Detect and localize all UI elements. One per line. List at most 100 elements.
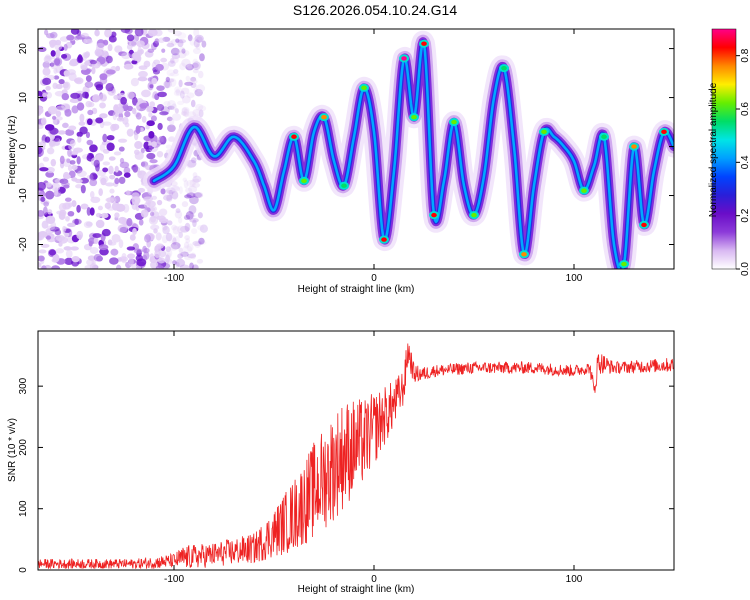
spectrogram-noise-blob bbox=[195, 84, 206, 93]
spectrogram-noise-blob bbox=[141, 89, 151, 98]
spectrogram-noise-blob bbox=[137, 76, 148, 82]
spectrogram-noise-blob bbox=[169, 78, 177, 87]
spectrogram-noise-blob bbox=[53, 67, 58, 74]
spectrogram-noise-blob bbox=[67, 165, 73, 172]
spectrogram-noise-blob bbox=[47, 209, 53, 215]
spectrogram-noise-blob bbox=[172, 30, 182, 37]
spectrogram-noise-blob bbox=[135, 112, 142, 120]
spectrogram-noise-blob bbox=[198, 109, 204, 118]
spectrogram-noise-blob bbox=[93, 237, 99, 245]
spectrogram-noise-blob bbox=[82, 91, 89, 99]
snr-series-line bbox=[38, 343, 674, 570]
spectrogram-noise-blob bbox=[141, 115, 147, 123]
snr-y-axis: 0 100 200 300 bbox=[18, 377, 674, 573]
spectrogram-noise-blob bbox=[161, 48, 166, 53]
spectrogram-noise-blob bbox=[83, 38, 88, 44]
spectrogram-noise-blob bbox=[132, 228, 137, 236]
spectrogram-noise-blob bbox=[142, 245, 148, 253]
spectrogram-noise-blob bbox=[70, 92, 81, 99]
spectrogram-noise-blob bbox=[38, 255, 45, 262]
spectrogram-noise-blob bbox=[42, 156, 50, 162]
spectrogram-noise-blob bbox=[167, 105, 175, 110]
spectrogram-noise-blob bbox=[62, 225, 67, 232]
spectrogram-noise-blob bbox=[71, 164, 78, 170]
spectrogram-noise-blob bbox=[132, 96, 138, 106]
spectrogram-noise-blob bbox=[179, 90, 185, 99]
spectrogram-noise-blob bbox=[83, 52, 90, 59]
spectrogram-noise-blob bbox=[65, 215, 70, 222]
spectrogram-noise-blob bbox=[189, 179, 196, 187]
y-tick-label: 20 bbox=[18, 43, 29, 55]
spectrogram-noise-blob bbox=[186, 192, 196, 198]
spectrogram-peak-core bbox=[401, 56, 407, 61]
spectrogram-noise-blob bbox=[166, 194, 173, 202]
spectrogram-noise-blob bbox=[178, 217, 183, 224]
spectrogram-noise-blob bbox=[99, 93, 107, 102]
spectrogram-noise-blob bbox=[158, 136, 164, 144]
spectrogram-noise-blob bbox=[136, 49, 143, 57]
snr-y-label: SNR (10 * v/v) bbox=[7, 418, 18, 482]
spectrogram-noise-blob bbox=[197, 212, 203, 219]
spectrogram-noise-blob bbox=[71, 255, 80, 263]
spectrogram-peak-core bbox=[541, 129, 547, 135]
spectrogram-noise-blob bbox=[146, 152, 156, 160]
spectrogram-peak-core bbox=[581, 188, 587, 193]
spectrogram-noise-blob bbox=[166, 116, 173, 122]
spectrogram-noise-blob bbox=[39, 167, 49, 172]
spectrogram-noise-blob bbox=[167, 40, 174, 47]
x-tick-label: -100 bbox=[164, 273, 184, 284]
spectrogram-noise-blob bbox=[118, 176, 126, 185]
spectrogram-noise-blob bbox=[127, 253, 136, 259]
colorbar-tick-label: 0.8 bbox=[740, 48, 750, 62]
spectrogram-noise-blob bbox=[177, 50, 187, 59]
spectrogram-noise-blob bbox=[166, 78, 175, 83]
spectrogram-noise-blob bbox=[126, 246, 136, 251]
spectrogram-noise-blob bbox=[92, 94, 100, 103]
spectrogram-noise-blob bbox=[61, 181, 70, 187]
colorbar-tick-label: 0.0 bbox=[740, 262, 750, 276]
spectrogram-noise-blob bbox=[64, 231, 70, 238]
spectrogram-noise-blob bbox=[171, 56, 179, 64]
spectrogram-noise-blob bbox=[163, 101, 171, 107]
spectrogram-noise-blob bbox=[192, 192, 203, 198]
spectrogram-noise-blob bbox=[168, 189, 173, 197]
spectrogram-noise-blob bbox=[158, 208, 168, 216]
spectrogram-noise-blob bbox=[150, 115, 157, 122]
spectrogram-noise-blob bbox=[63, 43, 68, 51]
spectrogram-noise-blob bbox=[180, 87, 190, 95]
snr-frame bbox=[37, 330, 675, 571]
spectrogram-noise-blob bbox=[63, 70, 71, 77]
snr-x-axis: -100 0 100 bbox=[164, 331, 583, 585]
spectrogram-noise-blob bbox=[165, 254, 171, 264]
spectrogram-noise-blob bbox=[89, 247, 99, 254]
spectrogram-noise-blob bbox=[134, 29, 144, 37]
spectrogram-noise-blob bbox=[88, 240, 93, 247]
spectrogram-noise-blob bbox=[51, 265, 61, 269]
spectrogram-noise-blob bbox=[192, 219, 197, 228]
spectrogram-noise-blob bbox=[177, 39, 184, 48]
spectrogram-peak-core bbox=[341, 183, 347, 188]
spectrogram-noise-blob bbox=[170, 184, 180, 191]
spectrogram-ridge bbox=[152, 40, 674, 269]
spectrogram-noise-blob bbox=[71, 200, 77, 207]
spectrogram-noise-blob bbox=[151, 141, 157, 148]
spectrogram-noise-blob bbox=[192, 182, 201, 188]
spectrogram-noise-blob bbox=[186, 213, 196, 218]
spectrogram-noise-blob bbox=[55, 49, 61, 57]
spectrogram-noise-blob bbox=[169, 244, 179, 251]
spectrogram-noise-blob bbox=[134, 141, 143, 150]
spectrogram-noise-blob bbox=[55, 116, 63, 121]
spectrogram-noise-blob bbox=[38, 123, 44, 130]
spectrogram-noise-blob bbox=[178, 247, 184, 257]
spectrogram-noise-blob bbox=[186, 179, 195, 187]
spectrogram-noise-blob bbox=[191, 157, 197, 164]
spectrogram-peak-core bbox=[451, 119, 457, 125]
spectrogram-noise-blob bbox=[183, 50, 190, 56]
spectrogram-noise-blob bbox=[51, 115, 57, 120]
spectrogram-noise-blob bbox=[182, 245, 193, 254]
spectrogram-noise-blob bbox=[143, 196, 154, 202]
spectrogram-noise-blob bbox=[162, 194, 173, 201]
colorbar-ticks: 0.0 0.2 0.4 0.6 0.8 bbox=[736, 48, 750, 276]
spectrogram-noise-blob bbox=[120, 29, 131, 34]
y-tick-label: 0 bbox=[18, 143, 29, 149]
